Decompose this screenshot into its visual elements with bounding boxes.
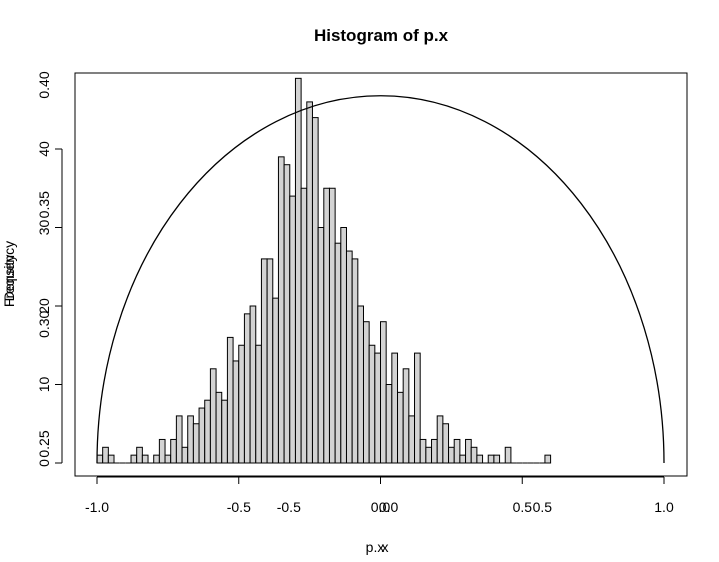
histogram-bar	[232, 360, 240, 464]
histogram-bar	[408, 415, 416, 464]
x-tick-label: 0.0	[371, 499, 391, 515]
histogram-bar	[448, 446, 455, 464]
histogram-bar	[141, 454, 149, 464]
x-tick-label: -1.0	[85, 499, 109, 515]
histogram-bar	[192, 423, 200, 464]
histogram-bar	[204, 399, 211, 464]
x-axis-label-overlay: x	[382, 539, 389, 555]
histogram-bar	[226, 336, 234, 464]
histogram-bar	[260, 258, 268, 464]
histogram-bar	[96, 454, 104, 464]
histogram-bar	[380, 321, 387, 464]
y-axis: 0 10 20 30 40 0.25 0.30 0.35 0.40	[36, 71, 63, 467]
histogram-bar	[272, 297, 279, 464]
histogram-bar	[465, 438, 472, 464]
histogram-bar	[266, 258, 274, 464]
histogram-bar	[323, 187, 330, 464]
x-tick-label: -0.5	[277, 499, 301, 515]
y-tick-label: 20	[36, 298, 52, 314]
histogram-bar	[238, 344, 245, 464]
histogram-bar	[419, 438, 427, 464]
histogram-bar	[351, 258, 359, 464]
x-tick-label: -0.5	[227, 499, 251, 515]
histogram-bar	[504, 446, 512, 464]
histogram-bar	[362, 321, 370, 464]
histogram-bar	[544, 454, 552, 464]
chart-title: Histogram of p.x	[314, 26, 449, 45]
histogram-bar	[345, 250, 353, 464]
histogram-bar	[294, 77, 302, 464]
histogram-bar	[487, 454, 495, 464]
histogram-bar	[107, 454, 115, 464]
histogram-bar	[277, 156, 285, 464]
x-tick-label: 1.0	[654, 499, 674, 515]
histogram-bar	[317, 227, 325, 464]
histogram-bar	[158, 438, 166, 464]
histogram-bar	[136, 446, 143, 464]
histogram-bar	[164, 454, 172, 464]
histogram-bar	[187, 415, 194, 464]
histogram-bar	[175, 415, 183, 464]
histogram-bar	[414, 352, 421, 464]
histogram-bars	[96, 77, 552, 464]
y-tick-label: 0	[36, 459, 52, 467]
x-tick-label: 0.0	[379, 499, 399, 515]
histogram-bar	[431, 438, 438, 464]
histogram-bar	[470, 446, 478, 464]
histogram-bar	[215, 391, 223, 464]
histogram-bar	[442, 423, 450, 464]
histogram-bar	[170, 438, 177, 464]
histogram-bar	[385, 384, 393, 464]
histogram-bar	[397, 391, 404, 464]
histogram-bar	[289, 195, 296, 464]
histogram-bar	[243, 313, 251, 464]
plot-frame	[74, 72, 688, 477]
histogram-bar	[476, 454, 484, 464]
histogram-bar	[402, 368, 410, 464]
histogram-bar	[425, 446, 433, 464]
histogram-bar	[283, 164, 291, 464]
histogram-bar	[181, 446, 189, 464]
y-tick-label: 30	[36, 220, 52, 236]
histogram-bar	[153, 454, 160, 464]
y-axis-label: Frequency	[1, 241, 17, 307]
density-curve	[96, 95, 665, 464]
x-axis: -1.0 -0.5 -0.5 0.00.0 0.5 0.5 1.0	[85, 476, 674, 515]
y-tick-label: 40	[36, 141, 52, 157]
histogram-bar	[436, 415, 444, 464]
histogram-bar	[311, 117, 319, 464]
y-axis-label-overlay: Density	[1, 255, 17, 302]
x-axis-label: p.x	[366, 539, 385, 555]
histogram-bar	[306, 101, 313, 464]
histogram-bar	[368, 344, 376, 464]
histogram-bar	[357, 305, 364, 464]
histogram-bar	[453, 438, 461, 464]
y-tick-label-overlay: 0.40	[36, 71, 52, 98]
histogram-bar	[198, 407, 206, 464]
histogram-bar	[340, 227, 347, 464]
histogram-bar	[459, 454, 467, 464]
histogram-bar	[102, 446, 109, 464]
histogram-bar	[334, 242, 342, 464]
y-tick-label-overlay: 0.30	[36, 310, 52, 337]
histogram-bar	[130, 454, 138, 464]
histogram-bar	[221, 399, 228, 464]
histogram-bar	[209, 368, 217, 464]
histogram-bar	[328, 187, 336, 464]
histogram-bar	[300, 187, 308, 464]
x-tick-label: 0.5	[513, 499, 533, 515]
y-tick-label-overlay: 0.25	[36, 430, 52, 457]
histogram-bar	[374, 352, 381, 464]
x-tick-label: 0.5	[533, 499, 553, 515]
y-tick-label-overlay: 0.35	[36, 191, 52, 218]
histogram-bar	[249, 305, 257, 464]
histogram-bar	[255, 344, 262, 464]
histogram-bar	[493, 454, 501, 464]
y-tick-label: 10	[36, 377, 52, 393]
histogram-bar	[391, 352, 399, 464]
